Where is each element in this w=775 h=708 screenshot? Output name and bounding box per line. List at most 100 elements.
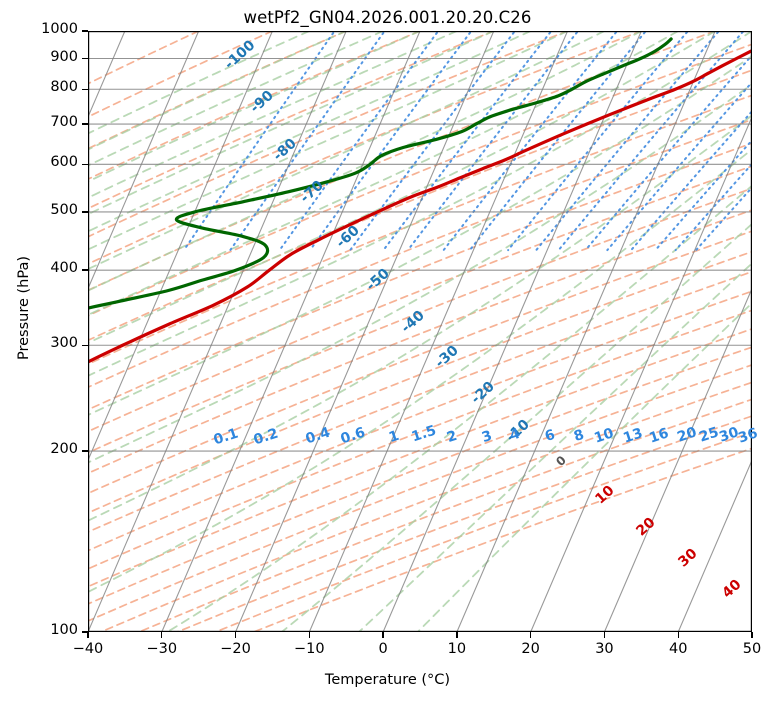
dry-adiabat-line [138,398,752,632]
x-tick-label: 10 [447,641,467,657]
mixing-ratio-line [654,138,752,252]
moist-adiabat-line [88,31,569,251]
moist-adiabat-line [88,31,532,233]
moist-adiabat-line [88,31,752,377]
x-tick-label: −30 [146,641,178,657]
moist-adiabat-line [88,31,311,135]
dry-adiabat-line [88,328,752,588]
dry-adiabat-line [88,364,752,622]
isotherm-line [308,31,569,632]
dry-adiabat-line [88,31,200,85]
chart-title: wetPf2_GN04.2026.001.20.20.C26 [243,8,532,27]
y-tick-label: 500 [50,201,78,218]
dry-adiabat-line [88,165,752,433]
moist-adiabat-line [88,31,385,167]
dry-adiabat-line [88,230,752,495]
plot-frame [88,31,752,632]
y-tick-label: 600 [50,154,78,171]
moist-adiabat-line [88,31,680,316]
dry-adiabat-line [88,94,752,366]
dry-adiabat-line [88,31,495,210]
y-tick-label: 400 [50,260,78,277]
mixing-ratio-line [349,31,517,252]
x-tick-mark [87,632,89,638]
isotherm-line [161,31,421,632]
isobars-group [88,31,752,632]
mixing-ratio-line [606,80,752,252]
y-tick-label: 100 [50,622,78,638]
y-tick-label: 700 [50,114,78,131]
y-tick-mark [82,269,88,271]
x-tick-mark [382,632,384,638]
moist-adiabat-line [88,31,643,292]
x-tick-label: −10 [294,641,325,657]
x-tick-mark [161,632,163,638]
dry-adiabat-line [214,431,752,632]
isotherm-line [677,458,752,632]
x-axis-label: Temperature (°C) [324,672,451,688]
dry-adiabat-line [88,43,752,317]
x-tick-mark [603,632,606,638]
y-tick-mark [82,163,88,166]
x-tick-mark [308,632,311,638]
mixing-ratio-line [382,31,553,252]
moist-adiabat-line [88,114,752,522]
dry-adiabat-line [176,415,752,632]
x-tick-label: −40 [72,641,104,657]
y-tick-mark [82,57,88,60]
plot-area: -100 -90 -80 -70 -60 -50 -40 -30 -20 -10 0 10 20 30 40… [88,31,760,632]
isotherm-line [456,31,716,632]
dry-adiabat-line [88,31,274,118]
sounding-profiles-group [88,37,752,364]
mixing-ratio-line [183,31,336,252]
moist-adiabat-line [88,31,421,183]
dry-adiabat-line [88,250,752,514]
dewpoint-profile-line [88,37,673,310]
isotherm-line [382,31,642,632]
skewt-canvas [88,31,752,632]
x-tick-label: 40 [668,641,688,657]
isotherm-line [603,287,752,632]
y-axis-label: Pressure (hPa) [16,256,32,361]
y-tick-mark [82,631,88,633]
dry-adiabats-group [88,31,752,632]
dry-adiabat-line [88,346,752,605]
mixing-ratio-line [535,31,721,252]
moist-adiabat-line [88,31,495,216]
y-tick-mark [82,211,88,213]
dry-adiabat-line [99,381,752,632]
y-tick-mark [82,344,88,346]
mixing-ratio-line [695,186,752,252]
y-tick-mark [82,88,88,90]
dry-adiabat-line [252,447,752,632]
y-tick-label: 900 [50,48,78,65]
moist-adiabat-line [280,222,752,632]
x-tick-mark [751,632,753,638]
y-tick-label: 200 [50,441,78,458]
y-tick-label: 1000 [41,21,78,37]
moist-adiabat-line [88,31,348,151]
moist-adiabats-group [88,31,752,632]
dry-adiabat-line [88,69,752,342]
mixing-ratio-line [278,31,440,252]
temperature-profile-line [88,48,752,364]
moist-adiabat-line [88,31,606,271]
x-tick-mark [456,632,458,638]
moist-adiabat-line [88,31,717,344]
y-tick-mark [82,450,88,452]
x-tick-mark [529,632,532,638]
mixing-ratio-line [309,31,473,252]
moist-adiabat-line [88,83,752,464]
moist-adiabat-line [357,262,752,632]
y-tick-label: 300 [50,335,78,352]
isotherm-line [88,31,347,632]
x-tick-label: 0 [378,641,388,657]
mixing-ratio-line [557,31,745,252]
dry-adiabat-line [88,290,752,552]
mixing-ratio-line [229,31,386,252]
x-tick-label: 50 [742,641,762,657]
y-tick-mark [82,123,88,125]
mixing-ratio-lines-group [183,31,752,252]
dry-adiabat-line [88,118,752,389]
